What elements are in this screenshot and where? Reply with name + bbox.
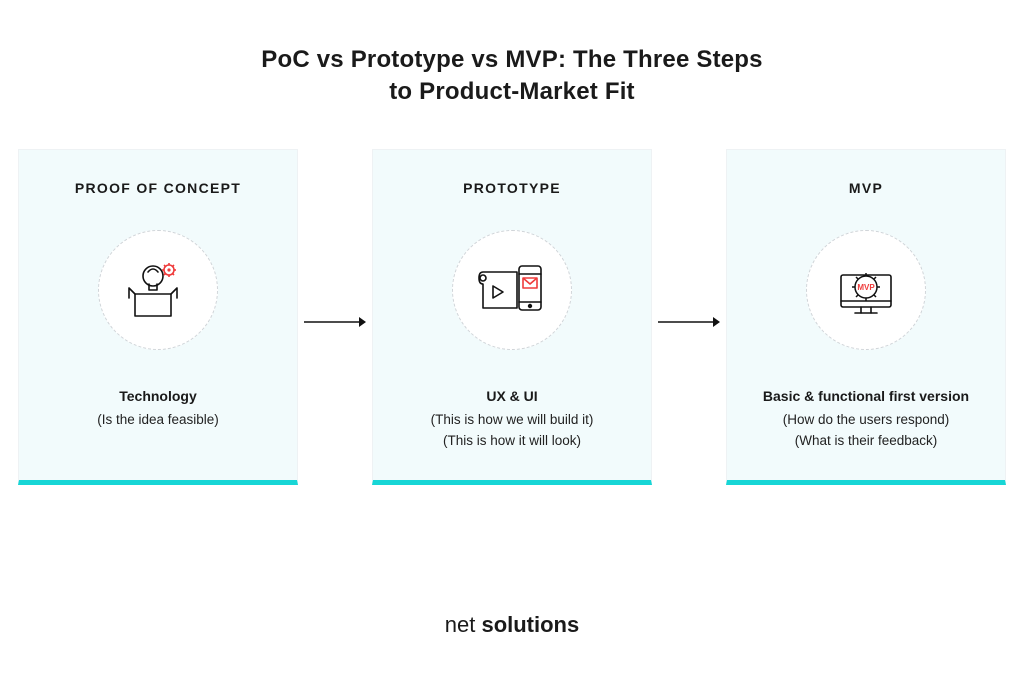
svg-text:MVP: MVP (857, 283, 875, 292)
footer-brand-bold: solutions (475, 612, 579, 637)
card-poc-title: PROOF OF CONCEPT (75, 180, 241, 196)
card-prototype-icon-circle (452, 230, 572, 350)
card-prototype-subtitle: UX & UI (486, 388, 537, 404)
title-text: PoC vs Prototype vs MVP: The Three Steps… (0, 44, 1024, 109)
arrow-2 (652, 149, 726, 485)
arrow-1 (298, 149, 372, 485)
card-mvp-subtitle: Basic & functional first version (763, 388, 969, 404)
card-poc: PROOF OF CONCEPT (18, 149, 298, 485)
arrow-right-icon (657, 315, 721, 329)
card-mvp-line-2: (What is their feedback) (795, 431, 938, 452)
title-line-1: PoC vs Prototype vs MVP: The Three Steps (261, 46, 762, 73)
box-lightbulb-gear-icon (125, 260, 191, 320)
card-prototype-title: PROTOTYPE (463, 180, 561, 196)
monitor-gear-mvp-icon: MVP (831, 261, 901, 319)
title: PoC vs Prototype vs MVP: The Three Steps… (0, 0, 1024, 149)
card-prototype-line-2: (This is how it will look) (443, 431, 581, 452)
footer-brand: net solutions (0, 612, 1024, 638)
card-prototype: PROTOTYPE (372, 149, 652, 485)
card-poc-icon-circle (98, 230, 218, 350)
card-mvp-icon-circle: MVP (806, 230, 926, 350)
arrow-right-icon (303, 315, 367, 329)
blueprint-phone-icon (477, 262, 547, 318)
title-line-2: to Product-Market Fit (389, 78, 635, 105)
card-poc-line-1: (Is the idea feasible) (97, 410, 219, 431)
card-prototype-line-1: (This is how we will build it) (431, 410, 594, 431)
card-mvp: MVP (726, 149, 1006, 485)
footer-brand-thin: net (445, 612, 476, 637)
card-mvp-title: MVP (849, 180, 883, 196)
cards-row: PROOF OF CONCEPT (0, 149, 1024, 485)
card-poc-subtitle: Technology (119, 388, 197, 404)
card-mvp-line-1: (How do the users respond) (783, 410, 950, 431)
